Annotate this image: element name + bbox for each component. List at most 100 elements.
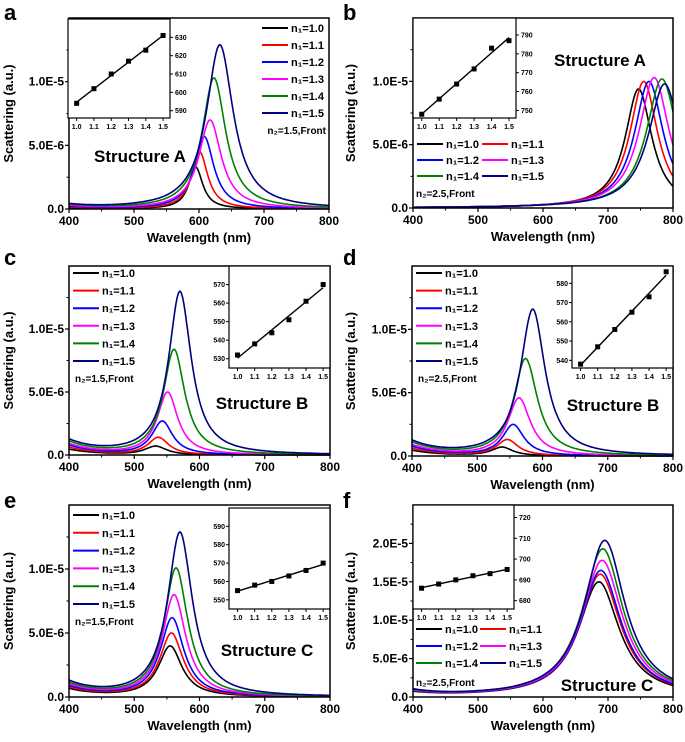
y-tick-label: 0.0 <box>47 690 64 704</box>
inset-data-point <box>252 341 258 347</box>
inset-data-point <box>506 38 512 44</box>
legend-label: n₁=1.0 <box>445 268 478 280</box>
inset-x-tick-label: 1.2 <box>267 374 277 381</box>
curves <box>412 539 674 694</box>
x-tick-label: 600 <box>189 702 209 716</box>
legend-item: n₁=1.4 <box>416 658 479 670</box>
inset-y-tick-label: 680 <box>519 598 531 605</box>
inset-data-point <box>286 573 292 579</box>
inset-frame <box>571 265 674 369</box>
inset-fit-line <box>237 287 324 359</box>
series-line-1.5 <box>412 539 674 693</box>
x-axis-title: Wavelength (nm) <box>491 718 595 733</box>
legend-item: n₁=1.1 <box>73 528 135 540</box>
x-tick-label: 700 <box>598 461 618 475</box>
inset-x-tick-label: 1.0 <box>233 615 243 622</box>
panel-letter: d <box>343 245 356 270</box>
inset-data-point <box>320 282 326 288</box>
inset-data-point <box>269 330 275 336</box>
inset-x-tick-label: 1.1 <box>434 124 444 131</box>
structure-label: Structure B <box>216 394 309 413</box>
x-tick-label: 800 <box>663 461 683 475</box>
y-tick-label: 1.0E-5 <box>373 74 409 88</box>
panel-c: c 400 500 600 700 800 0.0 5.0E-6 1.0E-5 Wavelengt… <box>1 245 340 491</box>
legend-label: n₁=1.5 <box>102 356 135 368</box>
legend-label: n₁=1.3 <box>511 155 544 167</box>
series-line-1.4 <box>68 348 330 456</box>
legend-label: n₁=1.1 <box>511 139 544 151</box>
x-tick-label: 600 <box>533 702 553 716</box>
legend-note: n₂=2.5,Front <box>416 678 475 689</box>
x-tick-label: 800 <box>663 213 683 227</box>
series-line-1.4 <box>411 357 673 456</box>
inset-y-tick-label: 550 <box>213 597 225 604</box>
inset-data-point <box>303 298 309 304</box>
inset-x-tick-label: 1.3 <box>284 374 294 381</box>
inset-x-tick-label: 1.5 <box>502 615 512 622</box>
panel-letter: a <box>4 0 17 25</box>
inset-y-tick-label: 570 <box>213 561 225 568</box>
series-line-1.5 <box>411 308 673 456</box>
inset-y-tick-label: 560 <box>213 301 225 308</box>
inset-y-tick-label: 750 <box>521 108 533 115</box>
series-line-1.4 <box>68 566 330 697</box>
legend-item: n₁=1.2 <box>73 303 135 315</box>
inset-data-point <box>646 294 652 300</box>
x-tick-label: 800 <box>319 214 339 228</box>
inset-x-tick-label: 1.4 <box>301 374 311 381</box>
x-tick-label: 600 <box>189 460 209 474</box>
legend-item: n₁=1.4 <box>73 338 136 350</box>
inset-x-tick-label: 1.1 <box>250 374 260 381</box>
legend-label: n₁=1.5 <box>511 171 544 183</box>
y-tick-label: 1.0E-5 <box>373 613 409 627</box>
inset-chart: 1.0 1.1 1.2 1.3 1.4 1.5 680 690 700 710 720 <box>412 504 531 622</box>
inset-x-tick-label: 1.2 <box>451 615 461 622</box>
x-tick-label: 400 <box>59 460 79 474</box>
legend-label: n₁=1.5 <box>509 658 542 670</box>
legend-label: n₁=1.0 <box>445 624 478 636</box>
inset-data-point <box>269 578 275 584</box>
legend-item: n₁=1.3 <box>73 321 135 333</box>
inset-data-point <box>595 344 601 350</box>
inset-chart: 1.0 1.1 1.2 1.3 1.4 1.5 540 550 560 570 580 <box>556 265 674 381</box>
inset-x-tick-label: 1.4 <box>487 124 497 131</box>
y-tick-label: 1.0E-5 <box>29 322 65 336</box>
inset-data-point <box>471 66 477 72</box>
inset-y-tick-label: 620 <box>175 53 187 60</box>
series-line-1.5 <box>68 530 331 697</box>
curves <box>413 76 674 209</box>
legend-item: n₁=1.2 <box>416 303 478 315</box>
legend-label: n₁=1.3 <box>509 641 542 653</box>
x-tick-label: 500 <box>467 461 487 475</box>
legend-label: n₁=1.0 <box>102 268 135 280</box>
x-axis-title: Wavelength (nm) <box>490 477 594 492</box>
y-axis-title: Scattering (a.u.) <box>343 552 358 650</box>
inset-x-tick-label: 1.2 <box>452 124 462 131</box>
structure-label: Structure C <box>221 641 314 660</box>
y-axis-title: Scattering (a.u.) <box>343 312 358 410</box>
legend-item: n₁=1.5 <box>482 171 544 183</box>
inset-data-point <box>286 317 292 323</box>
legend-label: n₁=1.3 <box>291 74 324 86</box>
inset-data-point <box>489 45 495 51</box>
legend-label: n₁=1.4 <box>445 338 479 350</box>
panel-b: b 400 500 600 700 800 0.0 5.0E-6 1.0E-5 Wavelengt… <box>343 0 683 244</box>
legend-item: n₁=1.2 <box>417 155 479 167</box>
legend-item: n₁=1.3 <box>482 155 544 167</box>
panel-a: a 400 500 600 700 800 0.0 5.0E-6 1.0E-5 Wavelengt… <box>1 0 339 245</box>
inset-y-tick-label: 700 <box>519 557 531 564</box>
y-tick-label: 5.0E-6 <box>29 138 65 152</box>
inset-x-tick-label: 1.0 <box>72 124 82 131</box>
inset-data-point <box>108 71 114 77</box>
inset-x-tick-label: 1.3 <box>284 615 294 622</box>
panel-letter: f <box>343 488 351 513</box>
legend-item: n₁=1.3 <box>73 563 135 575</box>
panel-letter: b <box>343 0 356 25</box>
curves <box>411 308 673 457</box>
structure-label: Structure C <box>561 676 654 695</box>
inset-data-point <box>663 269 669 275</box>
inset-chart: 1.0 1.1 1.2 1.3 1.4 1.5 550 560 570 580 590 <box>213 507 331 622</box>
curves <box>68 530 331 698</box>
x-tick-label: 500 <box>124 702 144 716</box>
legend-label: n₁=1.2 <box>445 303 478 315</box>
